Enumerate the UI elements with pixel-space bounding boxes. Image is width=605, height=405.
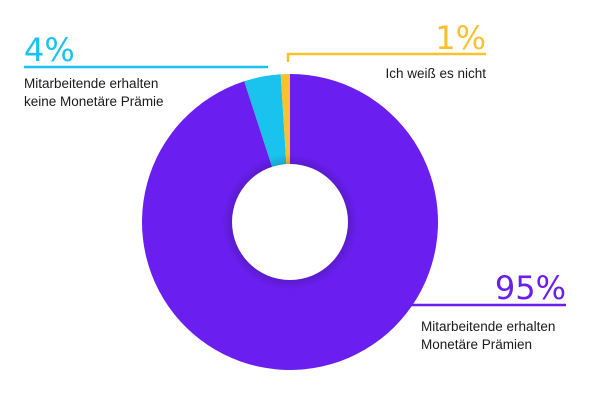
donut-hole — [232, 164, 348, 280]
description-4-line-1: Mitarbeitende erhalten — [24, 76, 158, 91]
percent-label-4: 4% — [24, 31, 75, 69]
description-4-line-2: keine Monetäre Prämie — [24, 94, 164, 109]
percent-label-95: 95% — [495, 269, 566, 307]
description-1-line-1: Ich weiß es nicht — [385, 66, 486, 81]
leader-1 — [286, 52, 486, 62]
labels-layer: 95% Mitarbeitende erhalten Monetäre Prämie… — [24, 19, 566, 352]
description-95-line-1: Mitarbeitende erhalten — [421, 319, 555, 334]
description-95-line-2: Monetäre Prämien — [421, 337, 532, 352]
percent-label-1: 1% — [435, 19, 486, 57]
